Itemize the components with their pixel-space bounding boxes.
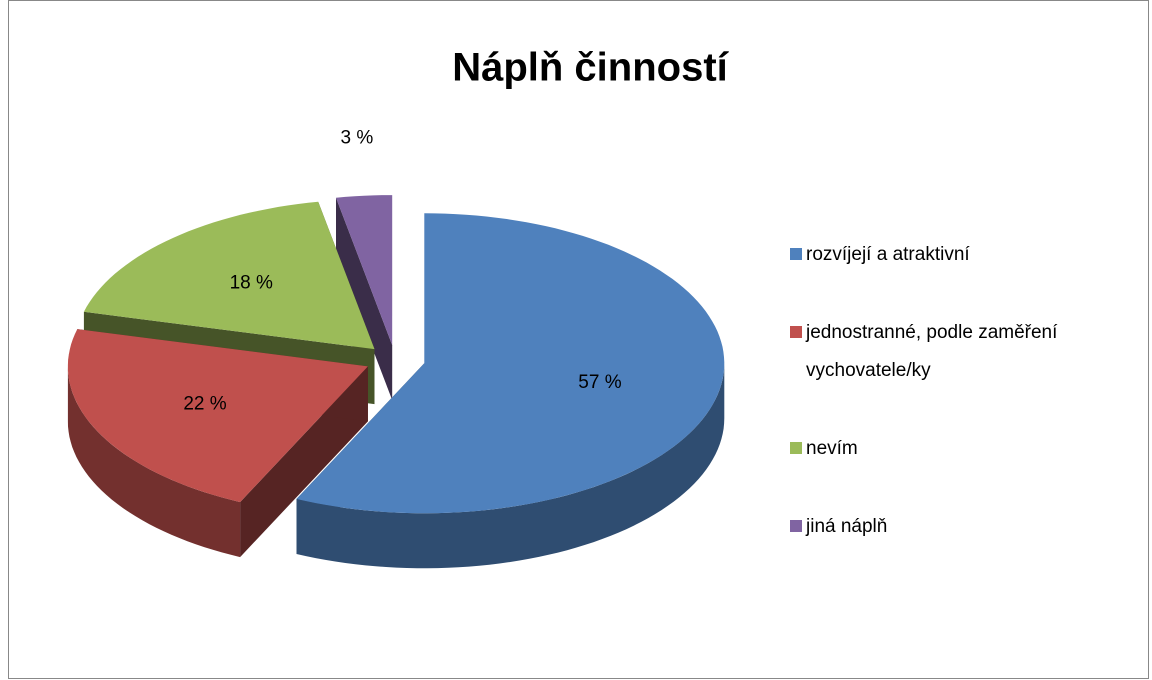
legend-swatch bbox=[790, 326, 802, 338]
legend: rozvíjejí a atraktivní jednostranné, podl… bbox=[790, 236, 1150, 586]
data-label: 3 % bbox=[341, 127, 374, 148]
slice bbox=[296, 213, 725, 514]
legend-item: jednostranné, podle zaměření vychovatele… bbox=[790, 314, 1136, 390]
legend-label: rozvíjejí a atraktivní bbox=[806, 244, 970, 265]
slice-edge-wall bbox=[336, 197, 393, 401]
legend-swatch bbox=[790, 248, 802, 260]
slice-tops bbox=[67, 195, 725, 514]
legend-swatch bbox=[790, 442, 802, 454]
slice bbox=[336, 195, 393, 346]
data-label: 57 % bbox=[578, 372, 621, 393]
data-label: 18 % bbox=[230, 272, 273, 293]
chart-frame bbox=[8, 0, 1149, 679]
legend-item: nevím bbox=[790, 430, 1136, 468]
legend-swatch bbox=[790, 520, 802, 532]
legend-item: jiná náplň bbox=[790, 508, 1136, 546]
legend-label: jiná náplň bbox=[806, 516, 888, 537]
slice bbox=[67, 329, 368, 503]
chart-title: Náplň činností bbox=[452, 46, 729, 90]
slice-outer-wall bbox=[296, 363, 725, 569]
legend-label: jednostranné, podle zaměření vychovatele… bbox=[806, 322, 1058, 381]
slice-outer-wall bbox=[67, 366, 241, 558]
slice bbox=[83, 201, 375, 350]
legend-item: rozvíjejí a atraktivní bbox=[790, 236, 1136, 274]
data-label: 22 % bbox=[183, 394, 226, 415]
legend-label: nevím bbox=[806, 438, 858, 459]
